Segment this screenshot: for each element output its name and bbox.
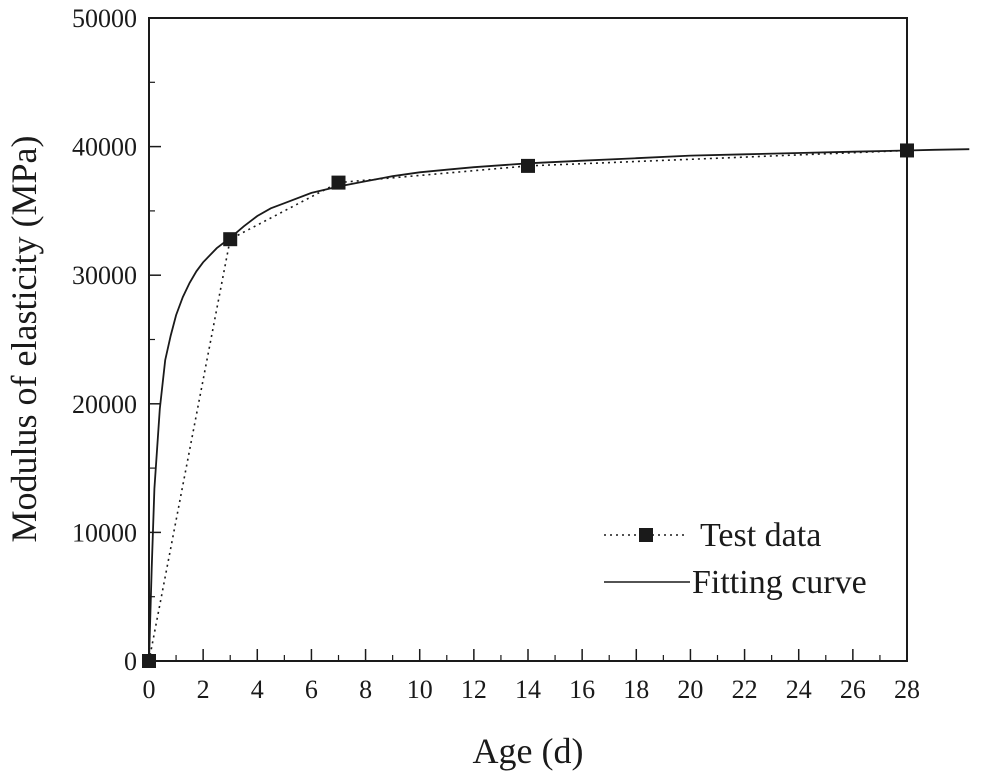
x-tick-label: 6 (305, 675, 318, 704)
x-axis-title: Age (d) (473, 731, 584, 771)
legend: Test data Fitting curve (604, 517, 867, 601)
legend-fitting-curve-label: Fitting curve (692, 564, 867, 601)
y-tick-label: 20000 (72, 390, 137, 419)
x-axis-ticks: 0 2 4 6 8 10 12 14 16 18 20 22 24 26 28 (143, 649, 920, 704)
x-tick-label: 26 (840, 675, 866, 704)
x-tick-label: 18 (623, 675, 649, 704)
legend-test-data-marker (639, 528, 653, 542)
x-tick-label: 8 (359, 675, 372, 704)
test-data-point (331, 175, 346, 190)
y-tick-label: 40000 (72, 133, 137, 162)
test-data-point (521, 158, 535, 173)
x-tick-label: 10 (407, 675, 433, 704)
x-tick-label: 2 (197, 675, 210, 704)
y-tick-label: 10000 (72, 518, 137, 547)
legend-test-data-label: Test data (700, 517, 821, 554)
x-tick-label: 24 (786, 675, 812, 704)
x-tick-label: 0 (143, 675, 156, 704)
test-data-point (900, 143, 914, 158)
y-axis-ticks: 0 10000 20000 30000 40000 50000 (72, 4, 161, 676)
test-data-point (223, 232, 238, 247)
x-tick-label: 20 (677, 675, 703, 704)
x-tick-label: 4 (251, 675, 264, 704)
x-tick-label: 12 (461, 675, 487, 704)
x-tick-label: 16 (569, 675, 595, 704)
fitting-curve-line (148, 148, 970, 662)
test-data-point (142, 654, 156, 668)
y-tick-label: 0 (124, 647, 137, 676)
x-tick-label: 28 (894, 675, 920, 704)
x-tick-label: 14 (515, 675, 541, 704)
y-tick-label: 50000 (72, 4, 137, 33)
y-tick-label: 30000 (72, 261, 137, 290)
y-axis-title: Modulus of elasticity (MPa) (4, 136, 44, 543)
x-tick-label: 22 (732, 675, 758, 704)
series-layer (142, 143, 970, 668)
